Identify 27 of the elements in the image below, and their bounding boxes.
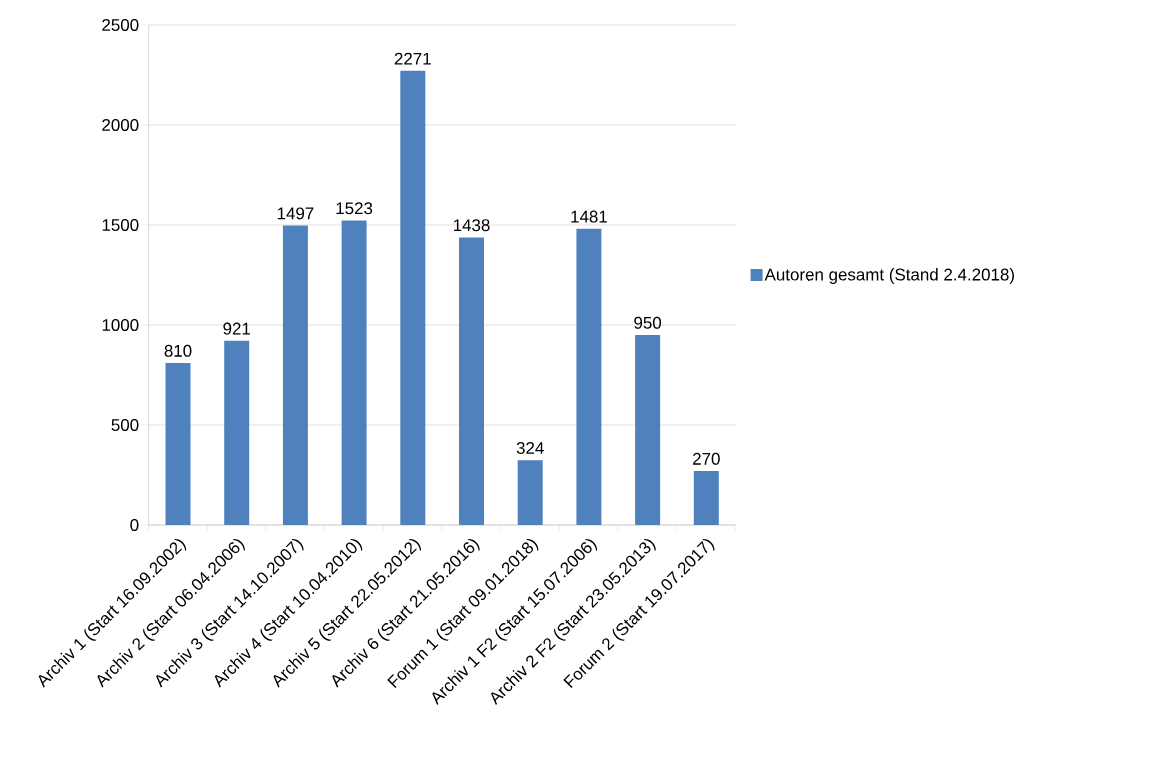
bar (341, 220, 367, 525)
data-label: 1481 (571, 210, 607, 223)
data-label: 324 (516, 442, 544, 455)
bar (517, 460, 543, 525)
bar (400, 70, 426, 525)
y-tick-label: 1000 (102, 319, 139, 331)
data-label: 2271 (394, 52, 431, 65)
bar (282, 225, 308, 525)
data-label: 1523 (336, 202, 373, 215)
data-label: 921 (223, 322, 250, 335)
y-tick-label: 2500 (102, 19, 139, 31)
bar (165, 363, 191, 525)
data-label: 1497 (277, 207, 314, 220)
legend-label: Autoren gesamt (Stand 2.4.2018) (764, 268, 1014, 284)
y-tick-label: 500 (111, 419, 139, 431)
bar (576, 228, 602, 525)
data-label: 950 (634, 316, 662, 329)
bar (693, 471, 719, 525)
y-tick-label: 1500 (102, 219, 139, 231)
y-tick-label: 2000 (102, 119, 139, 131)
data-label: 270 (693, 452, 720, 465)
bar (635, 335, 661, 525)
data-label: 810 (164, 344, 192, 357)
y-tick-label: 0 (130, 519, 139, 531)
data-label: 1438 (453, 219, 490, 232)
bar (224, 340, 250, 525)
bar (459, 237, 484, 525)
